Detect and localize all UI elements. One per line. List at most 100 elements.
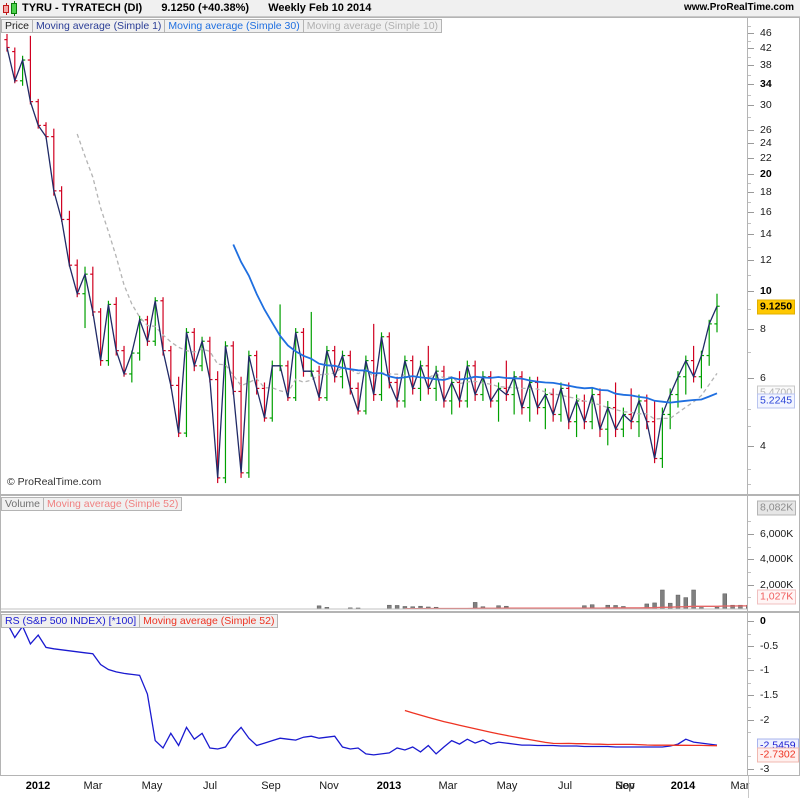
price-axis-tick xyxy=(748,129,754,131)
rs-axis-label-2: -1 xyxy=(760,664,770,677)
instrument-title: TYRU - TYRATECH (DI) xyxy=(22,2,143,14)
rs-axis-minor-tick xyxy=(748,633,751,635)
price-axis-minor-tick xyxy=(748,222,751,224)
volume-legend-item-1[interactable]: Moving average (Simple 52) xyxy=(43,497,183,511)
rs-axis-label-4: -2 xyxy=(760,713,770,726)
price-axis-minor-tick xyxy=(748,56,751,58)
time-axis-label-11: Nov xyxy=(615,780,635,792)
price-chart-panel: © ProRealTime.com xyxy=(0,17,748,495)
time-axis-label-2014: 2014 xyxy=(670,780,696,792)
price-legend-item-2[interactable]: Moving average (Simple 30) xyxy=(164,19,304,33)
price-legend-item-3[interactable]: Moving average (Simple 10) xyxy=(302,19,443,33)
volume-axis-label-0: 6,000K xyxy=(760,527,794,540)
time-axis-label-4: Sep xyxy=(261,780,281,792)
rs-axis-minor-tick xyxy=(748,682,751,684)
price-legend-label-1: Moving average (Simple 1) xyxy=(35,19,162,32)
price-flag-price[interactable]: 9.1250 xyxy=(757,299,796,315)
rs-axis-tick xyxy=(748,695,754,696)
price-axis-tick xyxy=(748,446,754,448)
price-axis-label-4: 30 xyxy=(760,99,772,112)
rs-axis-minor-tick xyxy=(748,707,751,709)
chart-date: Feb 10 2014 xyxy=(309,2,372,14)
time-axis-label-7: Mar xyxy=(438,780,458,792)
price-axis-tick xyxy=(748,48,754,50)
price-axis-tick xyxy=(748,84,754,86)
ohlc-bar xyxy=(488,371,494,408)
price-axis-minor-tick xyxy=(748,40,751,42)
rs-ma-line xyxy=(404,709,718,747)
ma1-line xyxy=(6,47,718,478)
rs-axis-minor-tick xyxy=(748,756,751,758)
time-axis-label-13: Mar xyxy=(730,780,750,792)
price-axis-label-15: 6 xyxy=(760,371,766,384)
price-axis-tick xyxy=(748,105,754,107)
instrument-title-group: TYRU - TYRATECH (DI) 9.1250 (+40.38%) We… xyxy=(22,2,371,14)
price-axis-label-8: 20 xyxy=(760,167,772,180)
ohlc-bar xyxy=(230,341,236,395)
price-axis-tick xyxy=(748,211,754,213)
candlestick-icon xyxy=(2,0,22,16)
price-axis-minor-tick xyxy=(748,275,751,277)
time-axis-label-5: Nov xyxy=(319,780,339,792)
rs-axis-tick xyxy=(748,719,754,721)
ohlc-bar xyxy=(714,293,720,333)
rs-axis-label-3: -1.5 xyxy=(760,688,779,701)
ohlc-bar xyxy=(246,350,252,478)
price-axis-tick xyxy=(748,234,754,236)
volume-ma-line xyxy=(404,605,747,610)
price-axis-minor-tick xyxy=(748,25,751,27)
price-axis-tick xyxy=(748,143,754,145)
volume-legend[interactable]: Volume Moving average (Simple 52) xyxy=(1,497,183,511)
volume-flag-vgray[interactable]: 8,082K xyxy=(757,500,797,516)
price-axis-label-14: 8 xyxy=(760,322,766,335)
price-axis-tick xyxy=(748,329,754,331)
rs-flag-rsred[interactable]: -2.7302 xyxy=(757,747,799,763)
rs-legend[interactable]: RS (S&P 500 INDEX) [*100] Moving average … xyxy=(1,614,279,628)
price-legend-label-3: Moving average (Simple 10) xyxy=(306,19,439,32)
ma10-line xyxy=(76,133,718,420)
price-legend-label-0: Price xyxy=(5,19,29,32)
volume-axis[interactable]: 6,000K 4,000K 2,000K 8,082K 1,027K xyxy=(748,495,800,612)
price-axis-minor-tick xyxy=(748,74,751,76)
price-flag-blue[interactable]: 5.2245 xyxy=(757,393,796,409)
ohlc-bar xyxy=(706,319,712,366)
price-axis-minor-tick xyxy=(748,484,751,486)
time-axis[interactable]: 2012 Mar May Jul Sep Nov 2013 Mar May Jul Sep Nov Ma… xyxy=(0,776,800,798)
rs-legend-item-1[interactable]: Moving average (Simple 52) xyxy=(139,614,279,628)
time-axis-label-9: Jul xyxy=(557,780,573,792)
rs-axis-tick xyxy=(748,621,754,623)
price-legend[interactable]: Price Moving average (Simple 1) Moving ave… xyxy=(1,19,443,33)
volume-bar xyxy=(722,593,728,610)
price-axis-label-10: 16 xyxy=(760,205,772,218)
price-axis[interactable]: 46423834302624222018161412108649.12505.4… xyxy=(748,17,800,495)
price-axis-tick xyxy=(748,33,754,35)
price-axis-minor-tick xyxy=(748,351,751,353)
volume-flag-red[interactable]: 1,027K xyxy=(757,589,797,605)
volume-axis-minor-tick xyxy=(748,571,751,573)
volume-legend-item-0[interactable]: Volume xyxy=(1,497,45,511)
rs-axis-minor-tick xyxy=(748,731,751,733)
price-axis-label-9: 18 xyxy=(760,185,772,198)
price-axis-tick xyxy=(748,260,754,262)
price-axis-label-12: 12 xyxy=(760,254,772,267)
price-axis-minor-tick xyxy=(748,246,751,248)
price-axis-tick xyxy=(748,65,754,67)
rs-chart-panel xyxy=(0,612,748,776)
time-axis-label-3: Jul xyxy=(202,780,218,792)
price-legend-item-1[interactable]: Moving average (Simple 1) xyxy=(31,19,166,33)
price-axis-label-11: 14 xyxy=(760,228,772,241)
price-axis-label-5: 26 xyxy=(760,123,772,136)
rs-axis-tick xyxy=(748,768,754,770)
ohlc-bar xyxy=(58,186,65,222)
timeframe-label: Weekly xyxy=(268,2,306,14)
volume-bar xyxy=(746,604,747,610)
price-legend-item-0[interactable]: Price xyxy=(1,19,33,33)
ma30-line xyxy=(232,244,718,404)
price-legend-label-2: Moving average (Simple 30) xyxy=(168,19,300,32)
rs-legend-item-0[interactable]: RS (S&P 500 INDEX) [*100] xyxy=(1,614,141,628)
price-plot-area xyxy=(4,33,720,484)
rs-axis[interactable]: 0 -0.5 -1 -1.5 -2 -3 -2.5459 -2.7302 xyxy=(748,612,800,776)
ohlc-bar xyxy=(105,300,112,366)
volume-chart-panel xyxy=(0,495,748,612)
